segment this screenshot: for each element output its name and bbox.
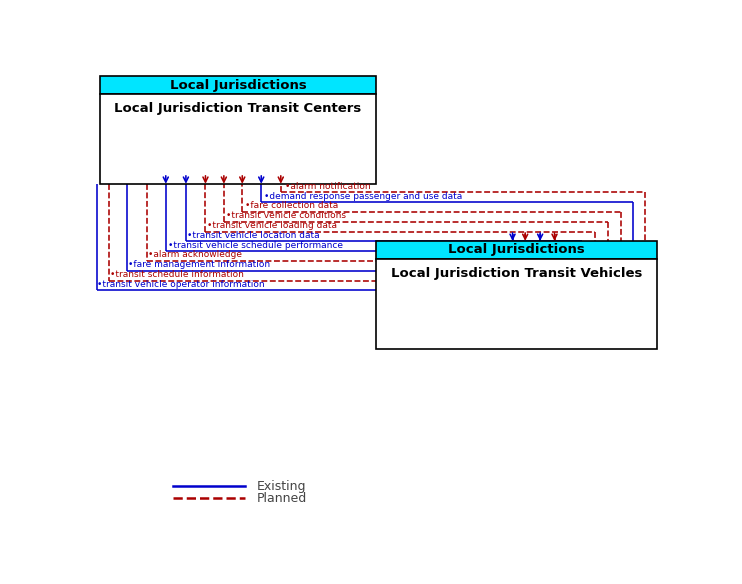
Text: •fare management information: •fare management information: [128, 260, 271, 269]
Text: •alarm acknowledge: •alarm acknowledge: [148, 251, 242, 259]
Text: •demand response passenger and use data: •demand response passenger and use data: [264, 192, 462, 201]
Text: •transit vehicle conditions: •transit vehicle conditions: [226, 211, 347, 220]
Text: Existing: Existing: [257, 479, 306, 492]
Text: Local Jurisdictions: Local Jurisdictions: [170, 79, 306, 92]
Text: Local Jurisdiction Transit Centers: Local Jurisdiction Transit Centers: [114, 102, 361, 116]
Text: •alarm notification: •alarm notification: [286, 182, 371, 191]
Text: •transit vehicle schedule performance: •transit vehicle schedule performance: [168, 241, 343, 249]
Text: •transit vehicle loading data: •transit vehicle loading data: [206, 221, 337, 230]
Text: •transit schedule information: •transit schedule information: [110, 270, 244, 279]
Bar: [375, 259, 657, 349]
Text: •fare collection data: •fare collection data: [245, 201, 338, 210]
Text: Planned: Planned: [257, 492, 307, 505]
Text: •transit vehicle operator information: •transit vehicle operator information: [97, 280, 265, 289]
Text: •transit vehicle location data: •transit vehicle location data: [187, 231, 320, 240]
Text: Local Jurisdiction Transit Vehicles: Local Jurisdiction Transit Vehicles: [391, 267, 643, 280]
Bar: [100, 77, 375, 95]
Text: Local Jurisdictions: Local Jurisdictions: [448, 244, 585, 256]
Bar: [375, 241, 657, 259]
Bar: [100, 95, 375, 184]
